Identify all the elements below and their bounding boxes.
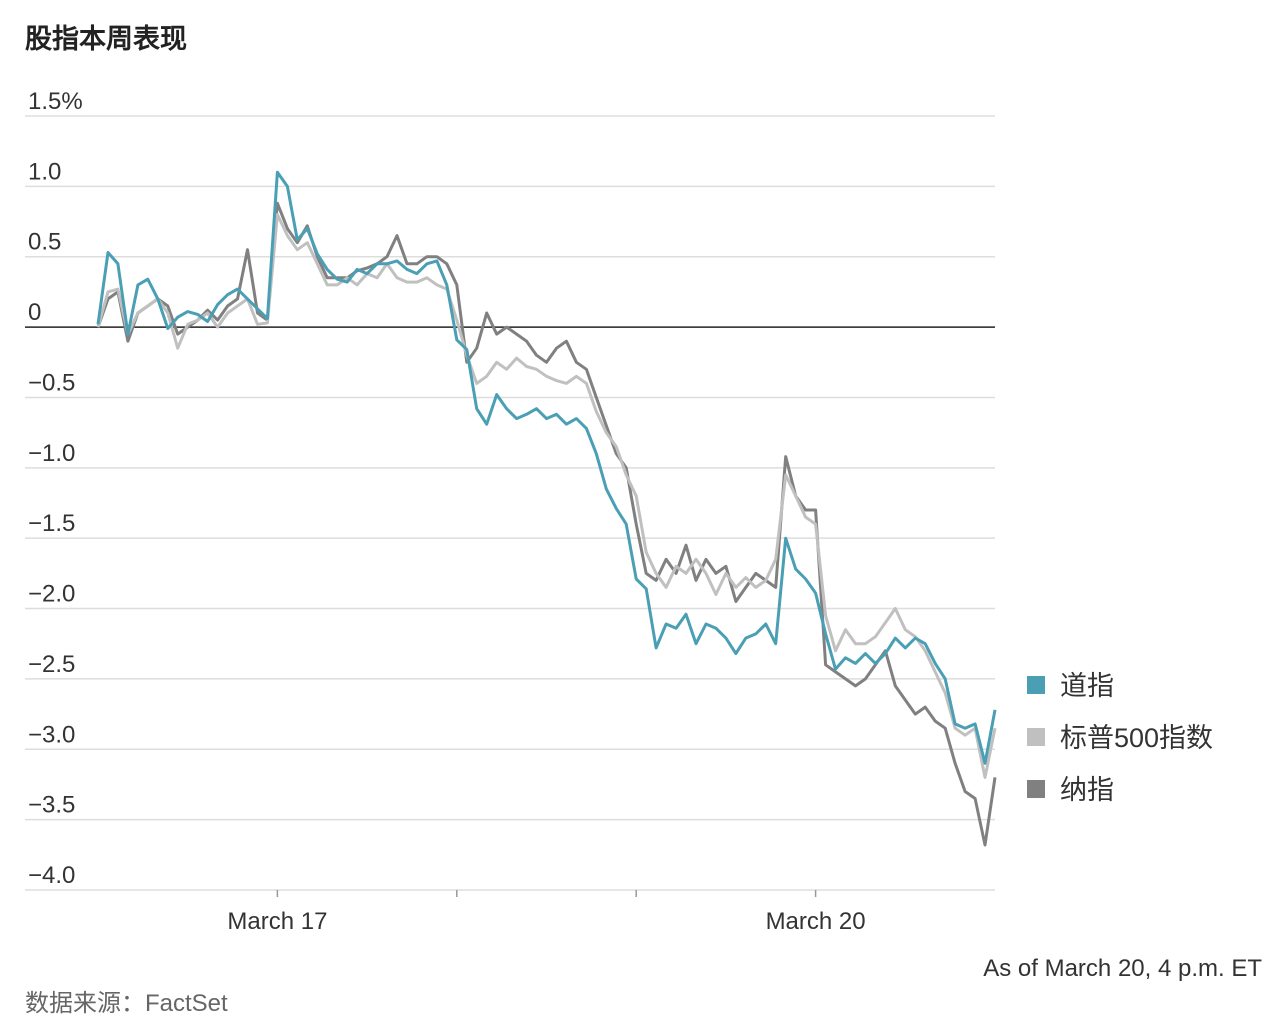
y-tick-label: −3.0 [28, 721, 75, 748]
legend-label: 道指 [1060, 671, 1114, 701]
y-tick-label: −0.5 [28, 369, 75, 396]
legend-swatch [1027, 780, 1045, 798]
y-tick-label: −3.5 [28, 792, 75, 819]
y-tick-label: 1.0 [28, 158, 61, 185]
y-tick-label: 1.5% [28, 88, 83, 115]
y-tick-label: 0 [28, 299, 41, 326]
note: As of March 20, 4 p.m. ET [983, 955, 1262, 982]
y-tick-label: −1.5 [28, 510, 75, 537]
y-tick-label: −2.5 [28, 651, 75, 678]
series-line [96, 213, 997, 779]
y-tick-label: −1.0 [28, 440, 75, 467]
legend-label: 纳指 [1060, 775, 1114, 805]
series-line [96, 201, 997, 847]
x-tick-label: March 20 [766, 908, 866, 935]
legend-label: 标普500指数 [1060, 723, 1213, 753]
chart-title: 股指本周表现 [25, 24, 187, 54]
y-tick-label: 0.5 [28, 229, 61, 256]
series-line [96, 170, 997, 765]
y-tick-label: −4.0 [28, 862, 75, 889]
legend-swatch [1027, 676, 1045, 694]
source: 数据来源：FactSet [25, 990, 228, 1017]
x-tick-label: March 17 [227, 908, 327, 935]
y-tick-label: −2.0 [28, 581, 75, 608]
legend-swatch [1027, 728, 1045, 746]
